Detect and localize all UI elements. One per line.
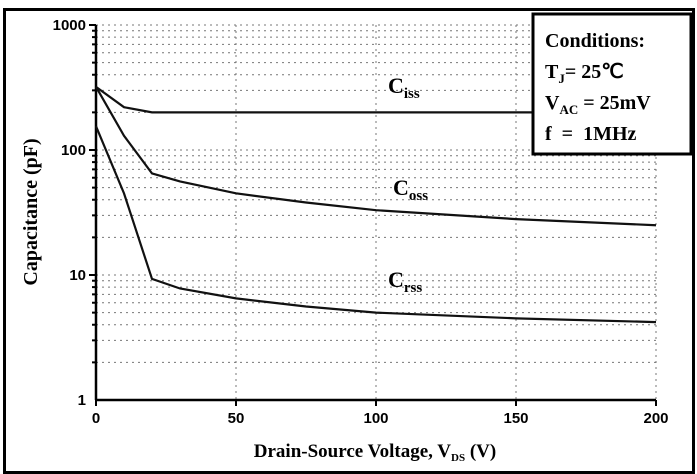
conditions-box: Conditions: TJ= 25℃ VAC = 25mV f = 1MHz	[531, 12, 693, 156]
condition-tj: TJ= 25℃	[545, 61, 624, 86]
y-tick-label: 1000	[53, 17, 86, 34]
series-line-crss	[94, 125, 657, 324]
condition-f: f = 1MHz	[545, 123, 637, 145]
series-line-coss	[95, 86, 657, 227]
series-label-rss: Crss	[388, 267, 422, 296]
series-label-iss: Ciss	[388, 73, 420, 102]
x-tick-label: 50	[228, 410, 245, 427]
series-label-oss: Coss	[393, 175, 428, 204]
y-tick-label: 100	[61, 142, 86, 159]
y-tick-label: 10	[69, 267, 86, 284]
condition-vac: VAC = 25mV	[545, 92, 651, 117]
y-axis-label: Capacitance (pF)	[20, 138, 42, 285]
conditions-title: Conditions:	[545, 30, 645, 52]
x-tick-label: 0	[92, 410, 100, 427]
x-tick-label: 100	[363, 410, 388, 427]
x-axis-label: Drain-Source Voltage, VDS (V)	[254, 441, 496, 464]
series-line-ciss	[95, 85, 656, 114]
x-tick-label: 150	[503, 410, 528, 427]
x-tick-label: 200	[643, 410, 668, 427]
y-tick-label: 1	[78, 392, 86, 409]
